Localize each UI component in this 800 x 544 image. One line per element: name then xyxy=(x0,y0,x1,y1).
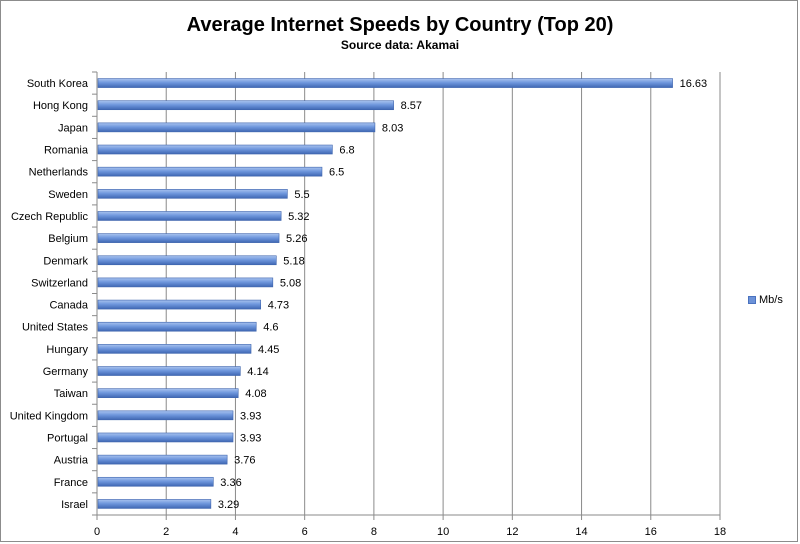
data-label: 16.63 xyxy=(680,78,708,90)
bar xyxy=(97,233,280,243)
x-tick-label: 6 xyxy=(302,526,308,538)
x-tick-label: 8 xyxy=(371,526,377,538)
bar xyxy=(97,166,323,177)
category-label: Portugal xyxy=(47,432,88,444)
data-label: 5.18 xyxy=(283,255,304,267)
category-label: Germany xyxy=(43,366,89,378)
x-tick-label: 18 xyxy=(714,526,726,538)
data-label: 6.8 xyxy=(339,145,354,157)
category-label: Czech Republic xyxy=(11,211,89,223)
bar xyxy=(97,476,214,487)
data-label: 3.76 xyxy=(234,455,255,467)
x-tick-label: 12 xyxy=(506,526,518,538)
axes xyxy=(92,71,720,516)
bar xyxy=(97,388,239,398)
category-label: Taiwan xyxy=(54,388,88,400)
category-label: Netherlands xyxy=(29,167,89,179)
bar xyxy=(97,344,252,354)
chart-subtitle: Source data: Akamai xyxy=(340,38,460,52)
bar xyxy=(97,78,673,88)
category-label: Denmark xyxy=(43,255,88,267)
category-label: United States xyxy=(22,322,89,334)
category-label: Israel xyxy=(61,499,88,511)
bars xyxy=(97,78,673,509)
x-tick-label: 4 xyxy=(232,526,238,538)
bar xyxy=(97,255,277,266)
data-label: 4.73 xyxy=(268,300,289,312)
x-tick-label: 2 xyxy=(163,526,169,538)
category-label: Switzerland xyxy=(31,277,88,289)
data-label: 4.6 xyxy=(263,322,278,334)
gridlines xyxy=(96,72,721,520)
category-label: Sweden xyxy=(48,189,88,201)
bar xyxy=(97,366,241,376)
bar xyxy=(97,499,212,509)
data-label: 3.93 xyxy=(240,432,261,444)
bar xyxy=(97,189,288,199)
tick-labels: 0 2 4 6 8 10 12 14 16 18 xyxy=(94,526,726,538)
bar xyxy=(97,432,234,443)
data-label: 3.29 xyxy=(218,499,239,511)
x-tick-label: 16 xyxy=(645,526,657,538)
value-labels: 16.63 8.57 8.03 6.8 6.5 5.5 5.32 5.26 5.18 5.08 4.… xyxy=(218,78,707,511)
category-label: United Kingdom xyxy=(10,410,88,422)
bar xyxy=(97,299,262,310)
x-tick-label: 10 xyxy=(437,526,449,538)
category-label: Romania xyxy=(44,145,89,157)
legend: Mb/s xyxy=(748,294,783,306)
bar xyxy=(97,321,257,332)
bar xyxy=(97,454,228,465)
data-label: 5.5 xyxy=(294,189,309,201)
data-label: 8.57 xyxy=(401,100,422,112)
legend-swatch xyxy=(748,296,756,304)
chart-title: Average Internet Speeds by Country (Top … xyxy=(186,14,614,36)
data-label: 6.5 xyxy=(329,167,344,179)
data-label: 4.14 xyxy=(247,366,268,378)
category-label: South Korea xyxy=(27,78,89,90)
category-label: Hungary xyxy=(46,344,88,356)
category-label: Canada xyxy=(49,300,88,312)
category-label: France xyxy=(54,477,88,489)
data-label: 3.36 xyxy=(220,477,241,489)
data-label: 4.08 xyxy=(245,388,266,400)
x-tick-label: 14 xyxy=(575,526,587,538)
legend-label: Mb/s xyxy=(759,294,783,306)
data-label: 5.08 xyxy=(280,277,301,289)
bar xyxy=(97,100,394,111)
x-tick-label: 0 xyxy=(94,526,100,538)
bar xyxy=(97,122,376,133)
data-label: 5.32 xyxy=(288,211,309,223)
bar xyxy=(97,211,282,221)
bar xyxy=(97,144,333,155)
data-label: 8.03 xyxy=(382,122,403,134)
data-label: 3.93 xyxy=(240,410,261,422)
category-label: Hong Kong xyxy=(33,100,88,112)
data-label: 4.45 xyxy=(258,344,279,356)
category-labels: South Korea Hong Kong Japan Romania Netherla… xyxy=(10,78,89,511)
category-label: Austria xyxy=(54,455,89,467)
category-label: Japan xyxy=(58,122,88,134)
category-label: Belgium xyxy=(48,233,88,245)
bar xyxy=(97,410,234,421)
data-label: 5.26 xyxy=(286,233,307,245)
bar xyxy=(97,277,274,288)
